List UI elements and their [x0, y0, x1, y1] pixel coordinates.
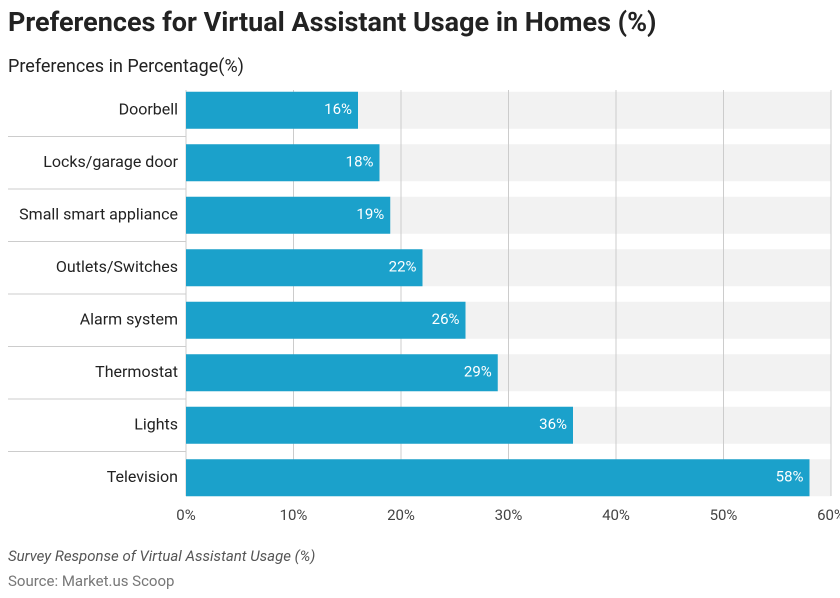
- y-tick-label: Outlets/Switches: [56, 257, 178, 276]
- bar: [186, 196, 391, 234]
- y-tick-label: Alarm system: [80, 309, 178, 328]
- x-tick-label: 60%: [817, 506, 840, 524]
- x-tick-label: 40%: [602, 506, 630, 524]
- y-tick-label: Thermostat: [95, 362, 178, 381]
- y-tick-label: Locks/garage door: [43, 152, 178, 171]
- value-label: 22%: [389, 258, 417, 276]
- x-tick-label: 50%: [710, 506, 738, 524]
- bar: [186, 406, 573, 444]
- value-label: 58%: [776, 468, 804, 486]
- x-tick-label: 30%: [495, 506, 523, 524]
- source: Source: Market.us Scoop: [8, 572, 174, 590]
- value-label: 26%: [432, 310, 460, 328]
- bar: [186, 249, 423, 287]
- y-tick-label: Small smart appliance: [19, 204, 178, 223]
- value-label: 18%: [346, 153, 374, 171]
- x-tick-label: 0%: [176, 506, 195, 524]
- caption: Survey Response of Virtual Assistant Usa…: [8, 547, 315, 565]
- chart-title: Preferences for Virtual Assistant Usage …: [8, 6, 657, 38]
- value-label: 19%: [356, 205, 384, 223]
- y-tick-label: Doorbell: [119, 99, 178, 118]
- y-tick-label: Lights: [134, 414, 178, 433]
- bar: [186, 354, 498, 392]
- y-tick-label: Television: [107, 467, 178, 486]
- bar: [186, 459, 810, 497]
- value-label: 36%: [539, 415, 567, 433]
- bar: [186, 301, 466, 339]
- x-tick-label: 20%: [387, 506, 415, 524]
- bar: [186, 144, 380, 182]
- chart-subtitle: Preferences in Percentage(%): [8, 56, 244, 77]
- value-label: 29%: [464, 363, 492, 381]
- bar: [186, 91, 358, 129]
- value-label: 16%: [324, 100, 352, 118]
- x-tick-label: 10%: [280, 506, 308, 524]
